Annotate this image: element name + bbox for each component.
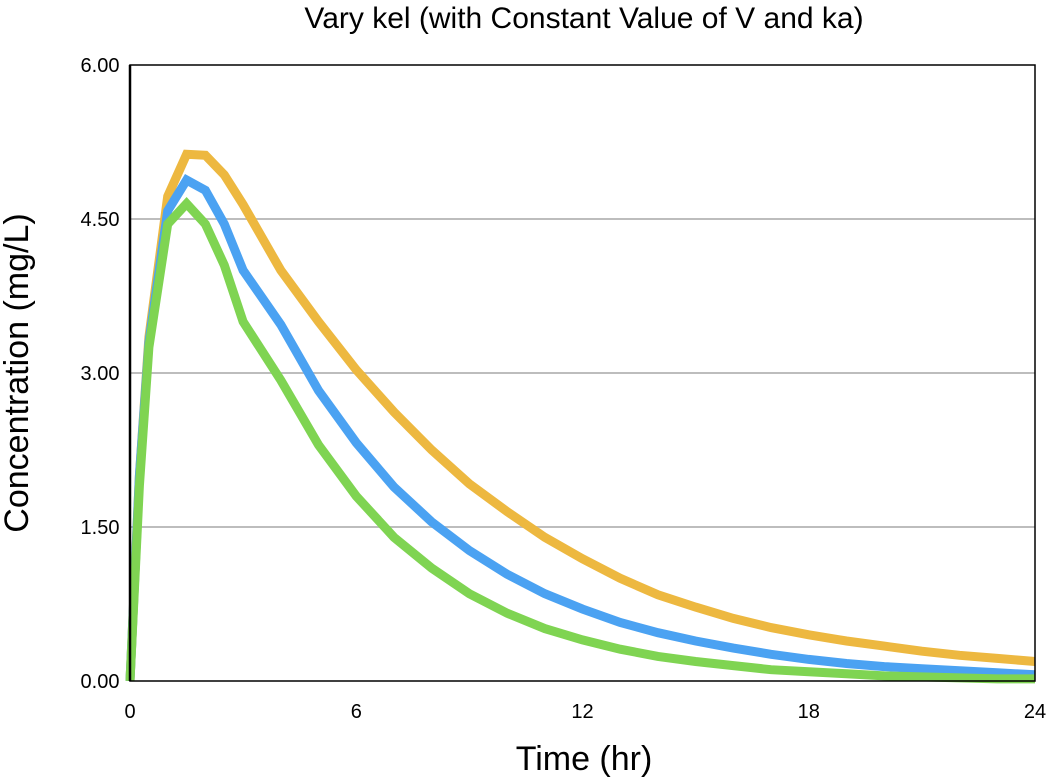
x-tick-label: 0 xyxy=(124,701,135,723)
x-tick-label: 6 xyxy=(351,701,362,723)
y-tick-label: 1.50 xyxy=(81,517,120,539)
x-tick-label: 18 xyxy=(798,701,820,723)
x-tick-label: 12 xyxy=(571,701,593,723)
y-tick-label: 6.00 xyxy=(81,55,120,77)
y-axis-label: Concentration (mg/L) xyxy=(0,213,36,532)
series-line-2 xyxy=(125,173,1036,682)
x-axis-label: Time (hr) xyxy=(516,740,653,778)
x-tick-label: 24 xyxy=(1024,701,1046,723)
chart-title: Vary kel (with Constant Value of V and k… xyxy=(304,2,863,35)
gridlines xyxy=(130,218,1035,528)
y-tick-label: 0.00 xyxy=(81,671,120,693)
series-line-3 xyxy=(125,196,1035,684)
y-tick-label: 3.00 xyxy=(81,363,120,385)
series-line-1 xyxy=(125,149,1036,682)
y-tick-label: 4.50 xyxy=(81,209,120,231)
series-lines xyxy=(125,149,1036,684)
x-tick-labels: 0 6 12 18 24 xyxy=(124,701,1046,723)
y-tick-labels: 0.00 1.50 3.00 4.50 6.00 xyxy=(81,55,120,693)
